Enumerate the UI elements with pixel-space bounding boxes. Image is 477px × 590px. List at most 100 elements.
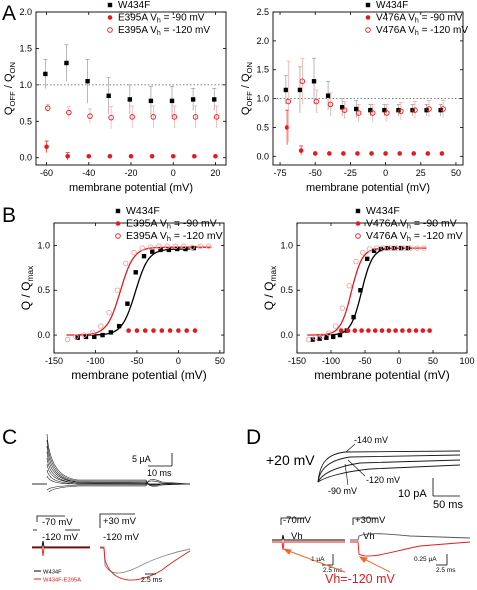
annotation-120mv: -120 mV [366,475,400,485]
fit-curve [78,248,191,336]
data-point [325,93,331,98]
legend-label: E395A Vh = -90 mV [118,13,205,25]
scale-bar-d: 10 pA 50 ms [398,478,463,511]
data-point [92,334,97,340]
data-point [420,328,426,333]
data-point [107,153,113,159]
panel-letter-a: A [2,2,16,25]
data-point [108,114,114,121]
x-tick-label: -50 [309,168,322,178]
data-point [213,114,220,120]
legend-text: E395A V [118,25,157,36]
data-point [346,283,352,289]
legend-tail: = -90 mV [161,13,205,24]
data-point [369,110,376,116]
data-point [421,245,427,251]
fit-curve [314,247,413,336]
legend-label: V476A Vh = -120 mV [376,25,468,37]
data-point [380,245,386,251]
data-point [106,93,111,98]
legend-label: E395A Vh = -120 mV [126,230,223,243]
legend-marker [115,208,121,214]
scale-time-c: 10 ms [147,468,172,478]
x-tick-label: -50 [358,356,371,366]
x-tick-label: -40 [82,168,95,178]
data-point [332,323,339,329]
legend-label: E395A Vh = -120 mV [118,25,210,37]
data-point [89,329,96,336]
x-axis-label: membrane potential (mV) [306,182,430,194]
trace-d-1 [317,450,461,483]
legend-tail: = -120 mV [161,25,211,36]
data-point [184,328,189,333]
data-point [86,153,92,159]
data-point [311,79,317,84]
x-tick-label: -75 [274,168,287,178]
x-tick-label: 50 [451,168,461,178]
y-tick-label: 0.0 [19,153,32,163]
trace-family-2 [46,439,190,486]
y-label-sub-1: OFF [8,91,17,107]
data-point [170,153,176,159]
trace-e395a-left [32,547,90,557]
y-label-main: Q [240,106,252,115]
data-point [134,328,140,333]
legend-marker [365,15,371,20]
scale-amp-d: 10 pA [398,488,427,500]
y-label-sub-2: ON [8,62,17,74]
data-point [139,245,146,251]
y-label-mid: / Q [3,73,15,91]
data-point [341,107,348,113]
data-point [149,153,155,159]
data-point [100,332,105,338]
data-point [122,260,129,267]
legend-label: W434F [366,205,400,217]
trace-e395a-right [100,547,191,581]
data-point [283,87,289,93]
trace-d-small-red-right [350,541,471,557]
legend-marker [355,233,361,239]
legend-text: E395A V [126,230,167,242]
x-tick-label: -100 [322,356,340,366]
y-label-main: Q / Q [19,282,33,311]
y-tick-label: 1.0 [37,240,50,250]
x-axis-label: membrane potential (mV) [69,182,193,194]
legend-text: W434F [126,205,160,217]
x-tick-label: 50 [428,356,438,366]
scale-small-a-amp: 1 µA [311,556,325,563]
legend-marker [365,27,371,33]
d-annotations [344,443,366,486]
protocol-c-left [33,515,80,531]
data-point [398,108,404,115]
y-tick-label: 1.0 [19,80,32,90]
fit-curve [66,246,212,336]
data-point [413,328,419,333]
protocol-d-left-step: -70mV [283,515,312,526]
trace-d-small-black-left [272,534,345,541]
data-point [369,151,374,156]
data-point [365,256,370,262]
legend-marker [115,221,121,226]
y-label-sub-1: OFF [245,91,254,107]
data-point [159,328,165,333]
protocol-c-right-step: +30 mV [103,516,137,527]
data-point [337,332,343,338]
legend-sub: h [407,222,411,231]
data-point [310,337,315,342]
x-tick-label: 50 [215,356,225,366]
protocol-d-left-hold: Vh [291,531,303,542]
data-point [45,105,51,111]
data-point [387,245,393,251]
trace-family-1 [46,434,190,487]
chart-a-e395a: -60 -40 -20 0 20 0.0 0.5 1.0 1.5 2.0 membrane pote… [3,0,227,194]
data-point [285,98,292,105]
data-point [411,151,417,156]
x-tick-label: 25 [416,168,426,178]
legend-label: W434F [118,0,150,11]
legend-text: W434F [366,205,400,217]
data-point [158,247,163,253]
trace-d-2 [317,454,461,483]
y-tick-label: 1.0 [256,94,269,104]
data-point [355,110,362,116]
protocol-c-left-step: -70 mV [42,517,73,528]
